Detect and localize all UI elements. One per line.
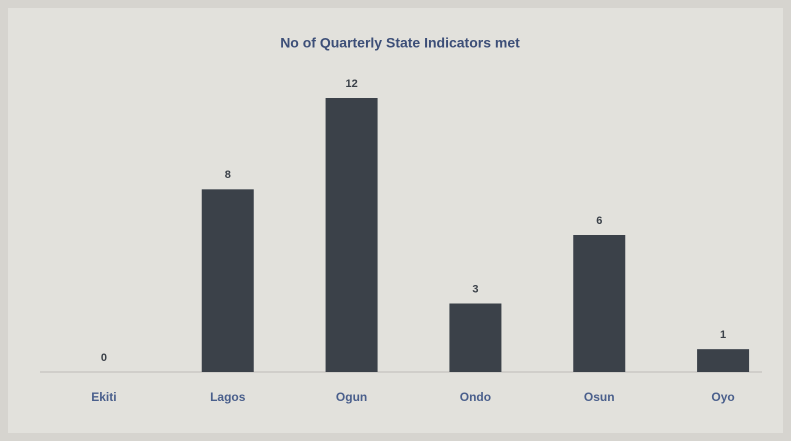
bar — [449, 303, 502, 372]
x-tick-label: Ekiti — [91, 390, 116, 404]
bar — [573, 235, 626, 372]
bar — [325, 98, 378, 372]
x-tick-label: Ondo — [460, 390, 491, 404]
x-tick-label: Osun — [584, 390, 615, 404]
chart-title: No of Quarterly State Indicators met — [280, 35, 520, 51]
data-label: 12 — [345, 78, 357, 90]
data-label: 8 — [225, 169, 231, 181]
chart-background — [8, 8, 783, 433]
x-tick-label: Oyo — [711, 390, 734, 404]
x-tick-label: Lagos — [210, 390, 246, 404]
bar — [697, 349, 750, 372]
data-label: 6 — [596, 215, 602, 227]
data-label: 3 — [472, 283, 478, 295]
data-label: 1 — [720, 329, 726, 341]
x-tick-label: Ogun — [336, 390, 367, 404]
data-label: 0 — [101, 352, 107, 364]
bar — [201, 189, 254, 372]
